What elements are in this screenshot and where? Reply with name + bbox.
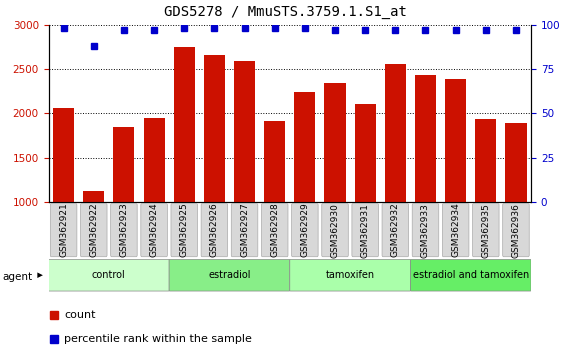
Text: GSM362921: GSM362921 bbox=[59, 203, 68, 257]
Bar bbox=[505, 123, 526, 202]
FancyBboxPatch shape bbox=[321, 204, 348, 257]
Text: GDS5278 / MmuSTS.3759.1.S1_at: GDS5278 / MmuSTS.3759.1.S1_at bbox=[164, 5, 407, 19]
Text: agent: agent bbox=[3, 272, 33, 282]
FancyBboxPatch shape bbox=[81, 204, 107, 257]
Text: GSM362924: GSM362924 bbox=[150, 203, 159, 257]
Text: GSM362933: GSM362933 bbox=[421, 202, 430, 258]
Text: tamoxifen: tamoxifen bbox=[325, 269, 375, 280]
FancyBboxPatch shape bbox=[169, 259, 289, 291]
Text: GSM362925: GSM362925 bbox=[180, 203, 189, 257]
Bar bbox=[204, 55, 225, 202]
FancyBboxPatch shape bbox=[231, 204, 258, 257]
Text: GSM362922: GSM362922 bbox=[89, 203, 98, 257]
Bar bbox=[415, 75, 436, 202]
Text: percentile rank within the sample: percentile rank within the sample bbox=[64, 334, 252, 344]
Text: estradiol: estradiol bbox=[208, 269, 251, 280]
Text: GSM362929: GSM362929 bbox=[300, 203, 309, 257]
Text: GSM362930: GSM362930 bbox=[331, 202, 340, 258]
Text: GSM362923: GSM362923 bbox=[119, 203, 128, 257]
Text: estradiol and tamoxifen: estradiol and tamoxifen bbox=[413, 269, 529, 280]
Text: GSM362932: GSM362932 bbox=[391, 203, 400, 257]
Bar bbox=[174, 47, 195, 202]
FancyBboxPatch shape bbox=[382, 204, 409, 257]
FancyBboxPatch shape bbox=[502, 204, 529, 257]
Bar bbox=[294, 92, 315, 202]
FancyBboxPatch shape bbox=[352, 204, 379, 257]
FancyBboxPatch shape bbox=[262, 204, 288, 257]
Text: count: count bbox=[64, 309, 95, 320]
Bar bbox=[264, 121, 286, 202]
FancyBboxPatch shape bbox=[49, 259, 169, 291]
Bar bbox=[143, 118, 164, 202]
Bar bbox=[53, 108, 74, 202]
Bar bbox=[234, 61, 255, 202]
Text: GSM362928: GSM362928 bbox=[270, 203, 279, 257]
FancyBboxPatch shape bbox=[111, 204, 137, 257]
Text: GSM362935: GSM362935 bbox=[481, 202, 490, 258]
FancyBboxPatch shape bbox=[171, 204, 198, 257]
Bar bbox=[445, 79, 466, 202]
FancyBboxPatch shape bbox=[473, 204, 499, 257]
Bar bbox=[83, 191, 104, 202]
FancyBboxPatch shape bbox=[201, 204, 228, 257]
Bar bbox=[114, 127, 135, 202]
FancyBboxPatch shape bbox=[412, 204, 439, 257]
Bar bbox=[324, 83, 345, 202]
Text: GSM362936: GSM362936 bbox=[512, 202, 520, 258]
Text: GSM362927: GSM362927 bbox=[240, 203, 249, 257]
FancyBboxPatch shape bbox=[292, 204, 318, 257]
Text: GSM362926: GSM362926 bbox=[210, 203, 219, 257]
Bar bbox=[355, 104, 376, 202]
Text: control: control bbox=[92, 269, 126, 280]
FancyBboxPatch shape bbox=[443, 204, 469, 257]
FancyBboxPatch shape bbox=[411, 259, 531, 291]
Bar bbox=[385, 64, 406, 202]
FancyBboxPatch shape bbox=[50, 204, 77, 257]
Text: GSM362934: GSM362934 bbox=[451, 203, 460, 257]
Text: GSM362931: GSM362931 bbox=[361, 202, 369, 258]
Bar bbox=[475, 120, 496, 202]
FancyBboxPatch shape bbox=[289, 259, 411, 291]
FancyBboxPatch shape bbox=[141, 204, 167, 257]
